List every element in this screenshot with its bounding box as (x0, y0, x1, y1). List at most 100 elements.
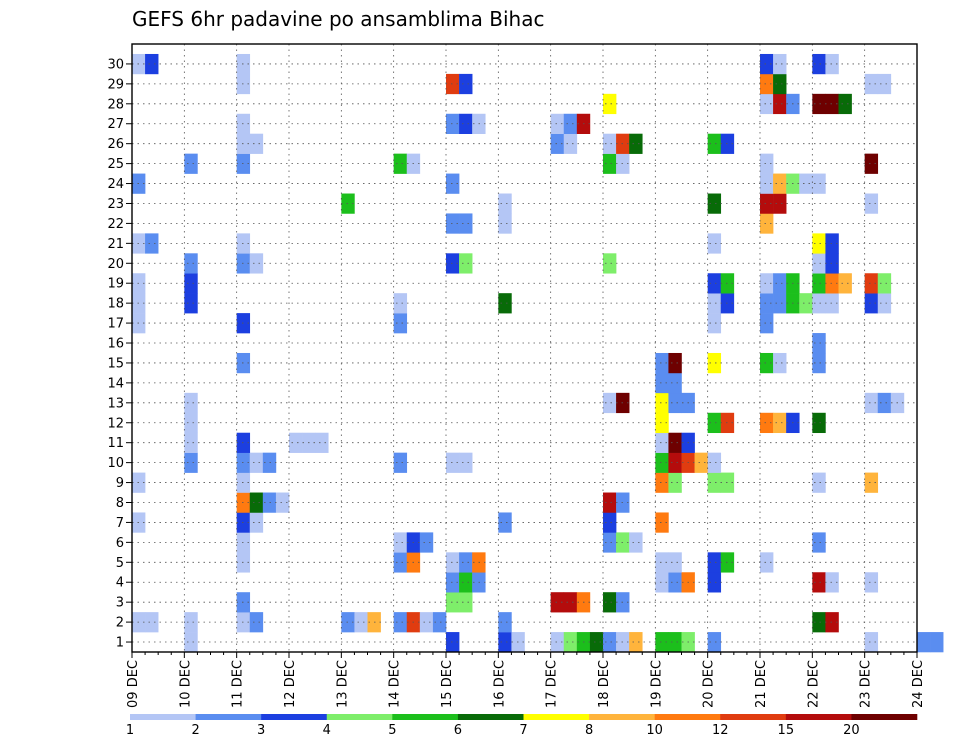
heatmap-cell (812, 293, 826, 314)
heatmap-cell (603, 93, 617, 115)
heatmap-cell (603, 392, 617, 414)
y-tick-label: 13 (107, 396, 124, 411)
heatmap-cell (812, 173, 826, 194)
heatmap-cell (446, 572, 460, 593)
heatmap-cell (550, 113, 565, 134)
legend-swatch (130, 714, 196, 720)
heatmap-cell (184, 392, 198, 414)
y-tick-label: 1 (116, 636, 124, 651)
legend-label: 4 (323, 723, 331, 738)
y-tick-label: 26 (107, 137, 124, 152)
heatmap-cell (550, 592, 565, 613)
heatmap-cell (498, 512, 512, 533)
heatmap-cell (825, 612, 839, 633)
heatmap-cell (838, 273, 852, 294)
heatmap-cell (825, 572, 839, 593)
heatmap-cell (393, 612, 408, 633)
heatmap-cell (563, 113, 578, 134)
heatmap-cell (446, 552, 460, 573)
x-tick-label: 18 DEC (597, 660, 612, 708)
heatmap-cell (419, 532, 434, 553)
heatmap-cell (760, 293, 774, 314)
y-tick-label: 23 (107, 197, 124, 212)
heatmap-cell (446, 173, 460, 194)
heatmap-cell (249, 512, 264, 533)
x-tick-label: 11 DEC (231, 660, 246, 708)
y-tick-label: 19 (107, 277, 124, 292)
heatmap-cell (459, 73, 473, 95)
heatmap-cell (812, 53, 826, 75)
heatmap-cell (707, 452, 722, 473)
heatmap-cell (864, 632, 879, 653)
heatmap-cell (184, 612, 198, 633)
heatmap-cell (603, 532, 617, 553)
heatmap-cell (668, 552, 682, 573)
heatmap-cell (249, 253, 264, 274)
heatmap-cells (132, 53, 944, 653)
heatmap-cell (864, 392, 879, 414)
y-tick-label: 15 (107, 356, 124, 371)
heatmap-cell (249, 133, 264, 154)
heatmap-cell (459, 552, 473, 573)
heatmap-cell (563, 592, 578, 613)
y-tick-label: 7 (116, 516, 124, 531)
heatmap-cell (773, 293, 787, 314)
heatmap-cell (419, 612, 434, 633)
heatmap-cell (773, 193, 787, 214)
heatmap-cell (825, 273, 839, 294)
x-tick-label: 16 DEC (492, 660, 507, 708)
y-tick-label: 6 (116, 536, 124, 551)
heatmap-cell (760, 173, 774, 194)
heatmap-cell (812, 333, 826, 354)
heatmap-cell (446, 73, 460, 95)
heatmap-cell (393, 452, 408, 473)
heatmap-cell (184, 452, 198, 473)
heatmap-cell (315, 432, 329, 453)
x-axis: 09 DEC 10 DEC 11 DEC 12 DEC 13 DEC 14 DEC 15 D… (126, 652, 926, 708)
heatmap-cell (707, 133, 722, 154)
heatmap-cell (812, 412, 826, 434)
heatmap-cell (773, 412, 787, 434)
heatmap-cell (655, 372, 669, 394)
heatmap-cell (707, 632, 722, 653)
y-tick-label: 18 (107, 297, 124, 312)
heatmap-cell (393, 313, 408, 334)
heatmap-cell (760, 313, 774, 334)
legend-swatch (589, 714, 655, 720)
heatmap-cell (655, 512, 669, 533)
grid-lines (132, 44, 917, 652)
heatmap-cell (812, 532, 826, 553)
heatmap-cell (603, 592, 617, 613)
heatmap-cell (393, 293, 408, 314)
y-tick-label: 8 (116, 496, 124, 511)
legend-label: 10 (646, 723, 663, 738)
heatmap-cell (655, 392, 669, 414)
heatmap-cell (707, 552, 722, 573)
heatmap-cell (864, 153, 879, 174)
heatmap-cell (825, 233, 839, 254)
y-tick-label: 24 (107, 177, 124, 192)
heatmap-cell (446, 452, 460, 473)
heatmap-cell (589, 632, 604, 653)
y-tick-label: 21 (107, 237, 124, 252)
heatmap-cell (864, 193, 879, 214)
heatmap-cell (812, 572, 826, 593)
heatmap-cell (498, 213, 512, 234)
heatmap-cell (498, 632, 512, 653)
heatmap-cell (289, 432, 303, 453)
legend-swatch (457, 714, 524, 720)
heatmap-cell (799, 173, 813, 194)
heatmap-cell (773, 273, 787, 294)
heatmap-cell (812, 472, 826, 493)
heatmap-cell (184, 293, 198, 314)
heatmap-cell (446, 213, 460, 234)
x-tick-label: 23 DEC (859, 660, 874, 708)
heatmap-cell (707, 412, 722, 434)
heatmap-cell (184, 632, 198, 653)
heatmap-cell (655, 472, 669, 493)
heatmap-cell (838, 93, 852, 115)
x-tick-label: 14 DEC (388, 660, 403, 708)
y-tick-label: 27 (107, 117, 124, 132)
heatmap-cell (145, 53, 159, 75)
